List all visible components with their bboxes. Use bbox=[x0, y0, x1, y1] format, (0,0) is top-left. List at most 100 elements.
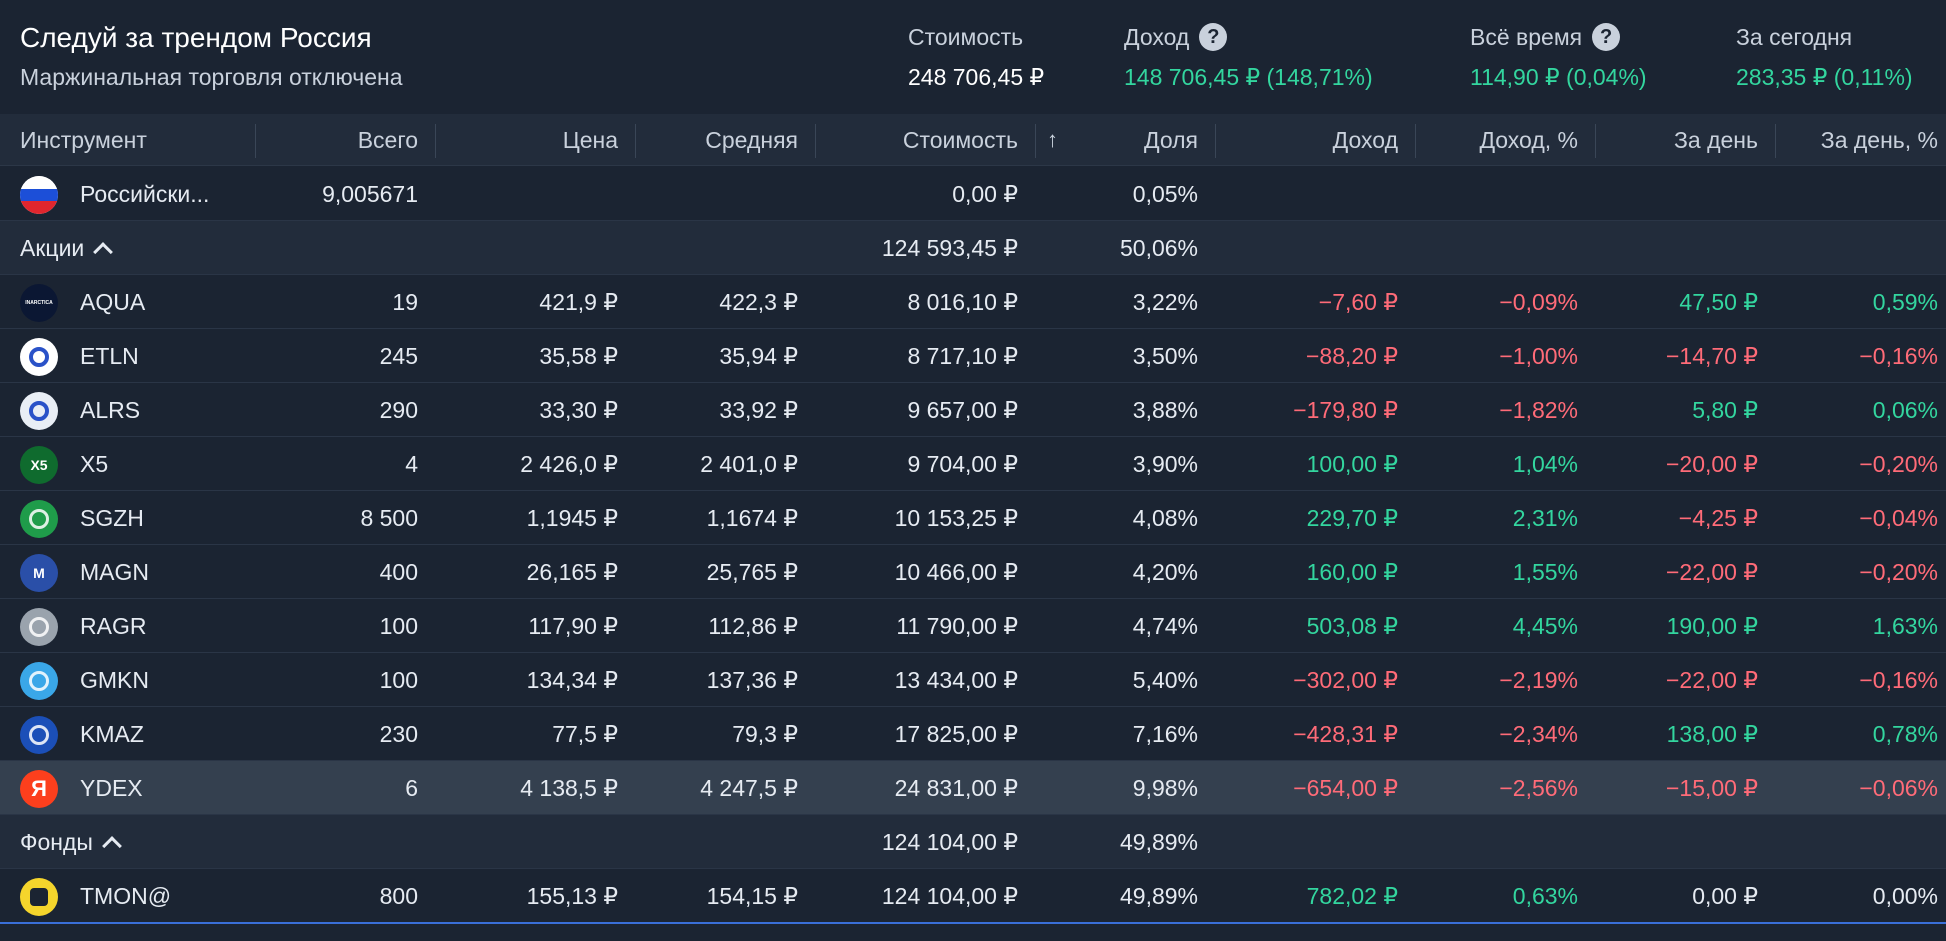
column-divider[interactable] bbox=[435, 124, 436, 158]
group-row-stocks[interactable]: Акции 124 593,45 ₽ 50,06% bbox=[0, 221, 1946, 275]
logo-text: X5 bbox=[30, 457, 48, 473]
table-row[interactable]: ETLN 245 35,58 ₽ 35,94 ₽ 8 717,10 ₽ 3,50% −88,… bbox=[0, 329, 1946, 383]
column-divider[interactable] bbox=[255, 124, 256, 158]
help-icon[interactable]: ? bbox=[1592, 23, 1621, 51]
cell-avg: 137,36 ₽ bbox=[706, 666, 798, 693]
cell-income: −428,31 ₽ bbox=[1293, 720, 1398, 747]
table-row[interactable]: INARCTICA AQUA 19 421,9 ₽ 422,3 ₽ 8 016,10 ₽ 3… bbox=[0, 275, 1946, 329]
table-row-currency[interactable]: Российски... 9,005671 0,00 ₽ 0,05% bbox=[0, 167, 1946, 221]
cell-income: 503,08 ₽ bbox=[1306, 612, 1398, 639]
stat-today: За сегодня 283,35 ₽ (0,11%) bbox=[1736, 22, 1913, 91]
logo-text: M bbox=[33, 565, 45, 581]
column-header-instrument[interactable]: Инструмент bbox=[20, 126, 147, 153]
cell-income-pct: −1,00% bbox=[1499, 342, 1578, 369]
cell-value: 124 593,45 ₽ bbox=[881, 234, 1018, 261]
cell-income: −302,00 ₽ bbox=[1293, 666, 1398, 693]
stat-amount: 114,90 ₽ (0,04%) bbox=[1470, 64, 1647, 90]
cell-day-pct: −0,04% bbox=[1859, 504, 1938, 531]
cell-avg: 79,3 ₽ bbox=[732, 720, 798, 747]
cell-total: 9,005671 bbox=[322, 180, 418, 207]
help-icon[interactable]: ? bbox=[1199, 23, 1228, 51]
chevron-up-icon[interactable] bbox=[102, 836, 122, 856]
column-divider[interactable] bbox=[815, 124, 816, 158]
cell-value: 8 016,10 ₽ bbox=[907, 288, 1018, 315]
cell-day-pct: 0,06% bbox=[1872, 396, 1938, 423]
cell-share: 50,06% bbox=[1119, 234, 1198, 261]
column-header-day[interactable]: За день bbox=[1674, 126, 1758, 153]
table-row[interactable]: SGZH 8 500 1,1945 ₽ 1,1674 ₽ 10 153,25 ₽ 4,08… bbox=[0, 491, 1946, 545]
column-header-share[interactable]: Доля bbox=[1144, 126, 1198, 153]
cell-income-pct: 2,31% bbox=[1512, 504, 1578, 531]
cell-avg: 25,765 ₽ bbox=[706, 558, 798, 585]
mmk-icon: M bbox=[20, 554, 58, 592]
cell-value: 13 434,00 ₽ bbox=[894, 666, 1018, 693]
table-row[interactable]: TMON@ 800 155,13 ₽ 154,15 ₽ 124 104,00 ₽ 49,8… bbox=[0, 869, 1946, 923]
column-divider[interactable] bbox=[1035, 124, 1036, 158]
instrument-ticker: X5 bbox=[80, 450, 109, 477]
x5-icon: X5 bbox=[20, 446, 58, 484]
column-header-income[interactable]: Доход bbox=[1332, 126, 1398, 153]
cell-share: 7,16% bbox=[1132, 720, 1198, 747]
table-row[interactable]: KMAZ 230 77,5 ₽ 79,3 ₽ 17 825,00 ₽ 7,16% −428,… bbox=[0, 707, 1946, 761]
table-row[interactable]: M MAGN 400 26,165 ₽ 25,765 ₽ 10 466,00 ₽ 4,20%… bbox=[0, 545, 1946, 599]
cell-total: 8 500 bbox=[360, 504, 418, 531]
cell-income: 100,00 ₽ bbox=[1306, 450, 1398, 477]
cell-price: 155,13 ₽ bbox=[526, 882, 618, 909]
chevron-up-icon[interactable] bbox=[93, 242, 114, 262]
cell-income-pct: 4,45% bbox=[1512, 612, 1578, 639]
logo-mark bbox=[29, 725, 49, 745]
instrument-ticker: KMAZ bbox=[80, 720, 144, 747]
column-divider[interactable] bbox=[1595, 124, 1596, 158]
cell-share: 3,50% bbox=[1132, 342, 1198, 369]
nornickel-icon bbox=[20, 662, 58, 700]
table-row[interactable]: GMKN 100 134,34 ₽ 137,36 ₽ 13 434,00 ₽ 5,40% −… bbox=[0, 653, 1946, 707]
cell-value: 24 831,00 ₽ bbox=[894, 774, 1018, 801]
column-header-avg[interactable]: Средняя bbox=[705, 126, 798, 153]
column-header-value[interactable]: Стоимость bbox=[902, 126, 1018, 153]
column-header-total[interactable]: Всего bbox=[357, 126, 418, 153]
sort-ascending-icon[interactable]: ↑ bbox=[1047, 127, 1058, 152]
column-divider[interactable] bbox=[635, 124, 636, 158]
table-row[interactable]: RAGR 100 117,90 ₽ 112,86 ₽ 11 790,00 ₽ 4,74% 5… bbox=[0, 599, 1946, 653]
stat-label: Стоимость bbox=[908, 23, 1024, 50]
table-header: Инструмент Всего Цена Средняя Стоимость … bbox=[0, 114, 1946, 166]
cell-value: 9 657,00 ₽ bbox=[907, 396, 1018, 423]
cell-total: 290 bbox=[379, 396, 418, 423]
column-header-day-pct[interactable]: За день, % bbox=[1820, 126, 1938, 153]
instrument-ticker: MAGN bbox=[80, 558, 149, 585]
cell-price: 117,90 ₽ bbox=[528, 612, 618, 639]
column-header-price[interactable]: Цена bbox=[562, 126, 618, 153]
column-divider[interactable] bbox=[1215, 124, 1216, 158]
instrument-ticker: ALRS bbox=[80, 396, 141, 423]
logo-mark bbox=[29, 347, 49, 367]
column-divider[interactable] bbox=[1775, 124, 1776, 158]
cell-share: 4,20% bbox=[1132, 558, 1198, 585]
cell-avg: 422,3 ₽ bbox=[719, 288, 798, 315]
cell-share: 0,05% bbox=[1132, 180, 1198, 207]
stat-amount: 283,35 ₽ (0,11%) bbox=[1736, 64, 1913, 90]
instrument-ticker: TMON@ bbox=[80, 882, 172, 909]
table-row[interactable]: ALRS 290 33,30 ₽ 33,92 ₽ 9 657,00 ₽ 3,88% −179… bbox=[0, 383, 1946, 437]
cell-income: −179,80 ₽ bbox=[1293, 396, 1398, 423]
group-row-funds[interactable]: Фонды 124 104,00 ₽ 49,89% bbox=[0, 815, 1946, 869]
cell-day: −22,00 ₽ bbox=[1665, 666, 1758, 693]
stat-all-time: Всё время? 114,90 ₽ (0,04%) bbox=[1470, 22, 1647, 91]
cell-total: 230 bbox=[379, 720, 418, 747]
column-header-income-pct[interactable]: Доход, % bbox=[1479, 126, 1578, 153]
column-divider[interactable] bbox=[1415, 124, 1416, 158]
cell-income: −7,60 ₽ bbox=[1318, 288, 1398, 315]
account-title: Следуй за трендом Россия bbox=[20, 22, 372, 53]
cell-value: 0,00 ₽ bbox=[952, 180, 1018, 207]
cell-day: 0,00 ₽ bbox=[1692, 882, 1758, 909]
russia-flag-icon bbox=[20, 176, 58, 214]
cell-price: 421,9 ₽ bbox=[539, 288, 618, 315]
table-row[interactable]: Я YDEX 6 4 138,5 ₽ 4 247,5 ₽ 24 831,00 ₽ 9,98%… bbox=[0, 761, 1946, 815]
cell-total: 100 bbox=[379, 666, 418, 693]
cell-income-pct: −0,09% bbox=[1499, 288, 1578, 315]
cell-share: 49,89% bbox=[1119, 828, 1198, 855]
cell-avg: 4 247,5 ₽ bbox=[700, 774, 798, 801]
rusagro-icon bbox=[20, 608, 58, 646]
cell-income-pct: 1,55% bbox=[1512, 558, 1578, 585]
table-row[interactable]: X5 X5 4 2 426,0 ₽ 2 401,0 ₽ 9 704,00 ₽ 3,90% 10… bbox=[0, 437, 1946, 491]
